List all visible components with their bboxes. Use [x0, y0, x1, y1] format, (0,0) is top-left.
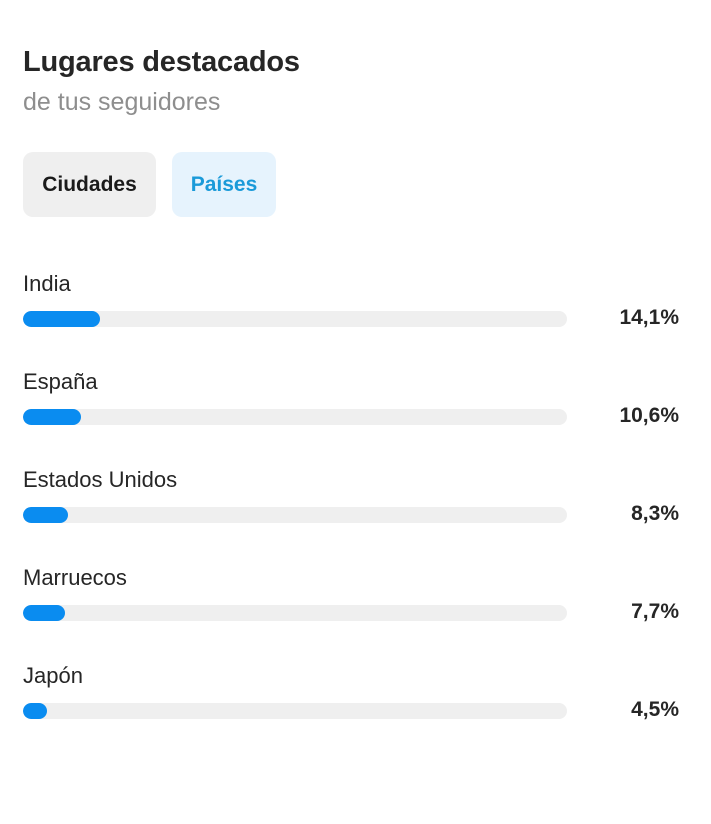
location-name: India	[23, 271, 71, 296]
location-percentage: 4,5%	[631, 698, 679, 721]
location-percentage: 14,1%	[619, 306, 679, 329]
list-item: Estados Unidos 8,3%	[23, 462, 683, 560]
location-percentage: 10,6%	[619, 404, 679, 427]
tab-cities[interactable]: Ciudades	[23, 152, 156, 217]
locations-list: India 14,1% España 10,6% Estados Unidos …	[23, 266, 683, 756]
progress-track	[23, 311, 567, 327]
progress-track	[23, 605, 567, 621]
location-percentage: 7,7%	[631, 600, 679, 623]
location-name: España	[23, 369, 98, 394]
section-title: Lugares destacados	[23, 46, 300, 78]
progress-fill	[23, 605, 65, 621]
list-item: Marruecos 7,7%	[23, 560, 683, 658]
progress-fill	[23, 703, 48, 719]
progress-track	[23, 507, 567, 523]
progress-fill	[23, 507, 69, 523]
progress-fill	[23, 409, 81, 425]
list-item: India 14,1%	[23, 266, 683, 364]
list-item: Japón 4,5%	[23, 658, 683, 756]
tab-countries[interactable]: Países	[172, 152, 276, 217]
location-percentage: 8,3%	[631, 502, 679, 525]
location-name: Estados Unidos	[23, 467, 178, 492]
location-name: Marruecos	[23, 565, 127, 590]
section-subtitle: de tus seguidores	[23, 88, 221, 116]
location-tabs: Ciudades Países	[23, 152, 276, 217]
list-item: España 10,6%	[23, 364, 683, 462]
progress-track	[23, 409, 567, 425]
progress-fill	[23, 311, 100, 327]
location-name: Japón	[23, 663, 83, 688]
progress-track	[23, 703, 567, 719]
